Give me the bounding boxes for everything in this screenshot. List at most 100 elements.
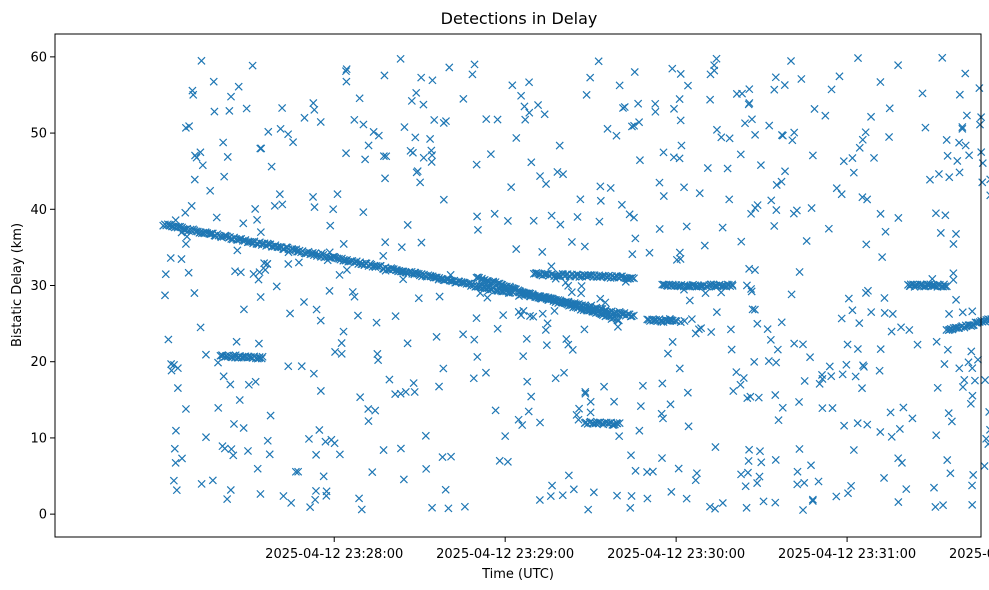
detection-marker (167, 360, 176, 369)
detection-marker (691, 476, 700, 485)
detection-marker (468, 70, 477, 79)
detection-marker (322, 491, 331, 500)
detection-marker (321, 437, 330, 446)
detection-marker (712, 125, 721, 134)
detection-marker (312, 305, 321, 314)
detection-marker (755, 472, 764, 481)
detection-marker (738, 89, 747, 98)
detection-marker (342, 77, 351, 86)
detection-marker (261, 265, 270, 274)
detection-marker (229, 451, 238, 460)
detection-marker (550, 306, 559, 315)
detection-marker (167, 366, 176, 375)
detection-marker (554, 271, 563, 280)
detection-marker (867, 308, 876, 317)
detection-marker (613, 419, 622, 428)
detection-marker (631, 466, 640, 475)
detection-marker (380, 71, 389, 80)
detection-marker (985, 425, 989, 434)
detection-marker (541, 325, 550, 335)
detection-marker (712, 308, 721, 317)
detection-marker (859, 362, 868, 371)
detection-marker (374, 262, 383, 271)
detection-marker (469, 374, 478, 383)
detection-marker (243, 446, 252, 456)
detection-marker (750, 357, 759, 366)
detection-marker (584, 505, 593, 514)
detection-marker (481, 368, 490, 377)
x-axis: 2025-04-12 23:28:00 2025-04-12 23:29:00 20… (265, 537, 989, 562)
detection-marker (577, 282, 586, 291)
detection-marker (316, 386, 325, 395)
detection-marker (849, 446, 858, 455)
detection-marker (187, 201, 196, 210)
detection-marker (683, 81, 692, 90)
detection-marker (672, 317, 681, 326)
detection-marker (774, 416, 783, 425)
detection-marker (348, 287, 357, 297)
detection-marker (169, 476, 178, 485)
detection-marker (341, 67, 351, 76)
y-tick-label: 60 (30, 50, 47, 65)
detection-marker (669, 104, 679, 113)
detection-marker (843, 489, 853, 498)
detection-marker (613, 491, 622, 500)
detection-marker (177, 454, 187, 463)
detection-marker (880, 308, 889, 317)
detection-marker (701, 289, 710, 298)
chart-title: Detections in Delay (441, 9, 598, 28)
detection-marker (339, 255, 348, 264)
detection-marker (861, 128, 870, 137)
detection-marker (847, 481, 856, 490)
detection-marker (279, 492, 288, 501)
y-tick-label: 40 (30, 203, 47, 218)
detection-marker (766, 335, 775, 344)
detection-marker (173, 364, 182, 373)
detection-marker (625, 210, 634, 219)
detection-marker (523, 377, 532, 386)
detection-marker (757, 458, 766, 467)
detection-marker (210, 107, 219, 116)
detection-marker (213, 358, 223, 367)
detection-marker (232, 337, 241, 346)
detection-marker (188, 86, 197, 95)
detection-marker (626, 451, 636, 460)
detection-marker (772, 180, 781, 189)
detection-marker (875, 366, 884, 375)
detection-marker (547, 211, 556, 220)
detection-marker (309, 369, 318, 378)
detection-marker (886, 408, 895, 417)
detection-marker (657, 409, 666, 418)
detection-marker (265, 450, 274, 459)
detection-marker (742, 281, 751, 290)
detection-marker (447, 452, 456, 461)
detection-marker (887, 432, 896, 441)
detection-marker (978, 159, 987, 168)
detection-marker (272, 282, 281, 291)
detection-marker (299, 297, 309, 307)
detection-marker (166, 253, 175, 263)
detection-marker (534, 101, 543, 110)
detection-marker (675, 364, 684, 373)
detection-marker (771, 73, 780, 82)
detection-marker (944, 409, 953, 418)
detection-marker (773, 345, 782, 354)
detection-marker (753, 319, 762, 328)
detection-marker (540, 110, 549, 119)
detection-marker (807, 204, 816, 213)
detection-marker (703, 164, 712, 173)
detection-marker (723, 164, 732, 173)
detection-marker (582, 90, 591, 99)
detection-marker (435, 382, 444, 391)
detection-marker (274, 243, 283, 252)
detection-marker (802, 236, 811, 246)
detection-marker (725, 195, 734, 204)
detection-marker (548, 481, 557, 490)
detection-marker (396, 444, 405, 453)
detection-marker (284, 259, 293, 269)
detection-marker (486, 150, 495, 159)
detection-marker (837, 190, 846, 199)
detection-marker (212, 213, 221, 222)
detection-marker (692, 469, 701, 478)
detection-marker (848, 154, 857, 163)
